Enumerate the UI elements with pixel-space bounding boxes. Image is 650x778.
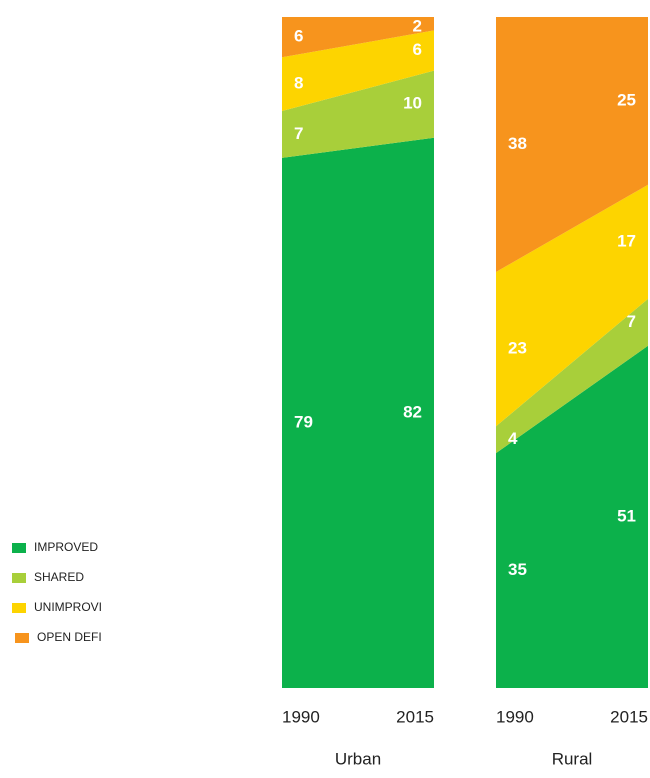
legend-swatch bbox=[12, 573, 26, 583]
panel-label: Rural bbox=[552, 749, 593, 768]
data-label: 25 bbox=[617, 90, 636, 109]
legend-swatch bbox=[15, 633, 29, 643]
data-label: 6 bbox=[294, 27, 303, 46]
legend-label: OPEN DEFI bbox=[37, 630, 102, 644]
data-label: 7 bbox=[294, 124, 303, 143]
data-label: 79 bbox=[294, 412, 313, 431]
legend-label: IMPROVED bbox=[34, 540, 98, 554]
data-label: 2 bbox=[413, 16, 422, 35]
data-label: 51 bbox=[617, 506, 636, 525]
data-label: 38 bbox=[508, 134, 527, 153]
legend-swatch bbox=[12, 603, 26, 613]
area-segment bbox=[496, 184, 648, 427]
data-label: 8 bbox=[294, 74, 303, 93]
data-label: 35 bbox=[508, 560, 527, 579]
x-tick-label: 1990 bbox=[496, 707, 534, 726]
data-label: 10 bbox=[403, 94, 422, 113]
area-segment bbox=[496, 345, 648, 688]
data-label: 4 bbox=[508, 429, 518, 448]
data-label: 7 bbox=[627, 312, 636, 331]
x-tick-label: 2015 bbox=[396, 707, 434, 726]
panel-label: Urban bbox=[335, 749, 381, 768]
legend-label: SHARED bbox=[34, 570, 84, 584]
area-segment bbox=[496, 298, 648, 454]
legend-label: UNIMPROVI bbox=[34, 600, 102, 614]
data-label: 23 bbox=[508, 339, 527, 358]
data-label: 6 bbox=[413, 40, 422, 59]
area-segment bbox=[282, 137, 434, 688]
legend-swatch bbox=[12, 543, 26, 553]
area-segment bbox=[282, 30, 434, 111]
x-tick-label: 1990 bbox=[282, 707, 320, 726]
data-label: 82 bbox=[403, 402, 422, 421]
x-tick-label: 2015 bbox=[610, 707, 648, 726]
area-segment bbox=[282, 17, 434, 58]
data-label: 17 bbox=[617, 231, 636, 250]
area-segment bbox=[496, 17, 648, 272]
area-segment bbox=[282, 70, 434, 158]
